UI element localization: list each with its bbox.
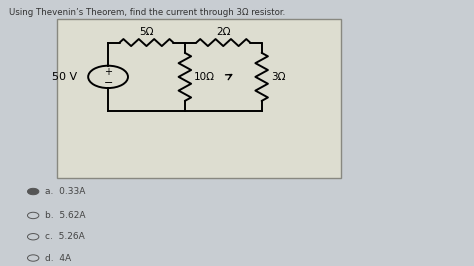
Text: a.  0.33A: a. 0.33A bbox=[45, 187, 85, 196]
Text: −: − bbox=[103, 78, 113, 88]
Text: 50 V: 50 V bbox=[52, 72, 77, 82]
Text: 2Ω: 2Ω bbox=[216, 27, 230, 38]
FancyBboxPatch shape bbox=[57, 19, 341, 178]
Text: +: + bbox=[104, 67, 112, 77]
Text: d.  4A: d. 4A bbox=[45, 253, 71, 263]
Text: 10Ω: 10Ω bbox=[194, 72, 215, 82]
Text: 3Ω: 3Ω bbox=[271, 72, 285, 82]
Text: b.  5.62A: b. 5.62A bbox=[45, 211, 85, 220]
Text: c.  5.26A: c. 5.26A bbox=[45, 232, 85, 241]
Text: 5Ω: 5Ω bbox=[139, 27, 154, 38]
Text: Using Thevenin’s Theorem, find the current through 3Ω resistor.: Using Thevenin’s Theorem, find the curre… bbox=[9, 8, 286, 17]
